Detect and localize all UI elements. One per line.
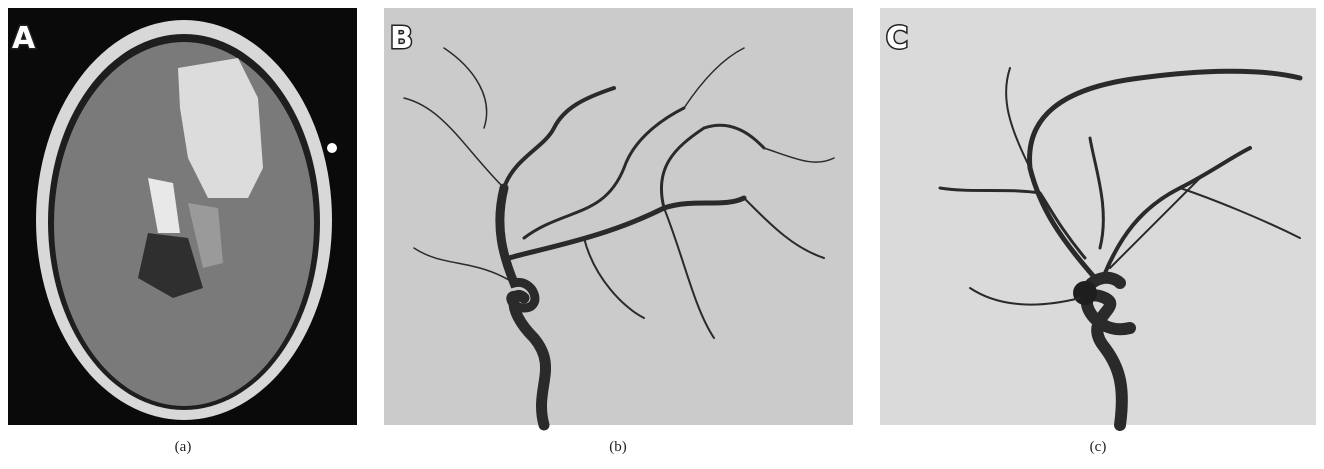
marker — [327, 143, 337, 153]
aneurysm — [1073, 281, 1097, 305]
panel-letter: B — [390, 21, 413, 56]
panel-a: A — [8, 8, 357, 425]
panel-c: C — [880, 8, 1316, 425]
angio-background — [384, 8, 853, 425]
figure: A B C (a) (b) (c) — [0, 0, 1324, 464]
panel-letter: C — [886, 21, 908, 56]
caption: (c) — [1090, 439, 1107, 455]
panel-b: B — [384, 8, 853, 425]
caption: (b) — [609, 439, 627, 455]
caption: (a) — [175, 439, 192, 455]
panel-letter: A — [12, 21, 36, 56]
